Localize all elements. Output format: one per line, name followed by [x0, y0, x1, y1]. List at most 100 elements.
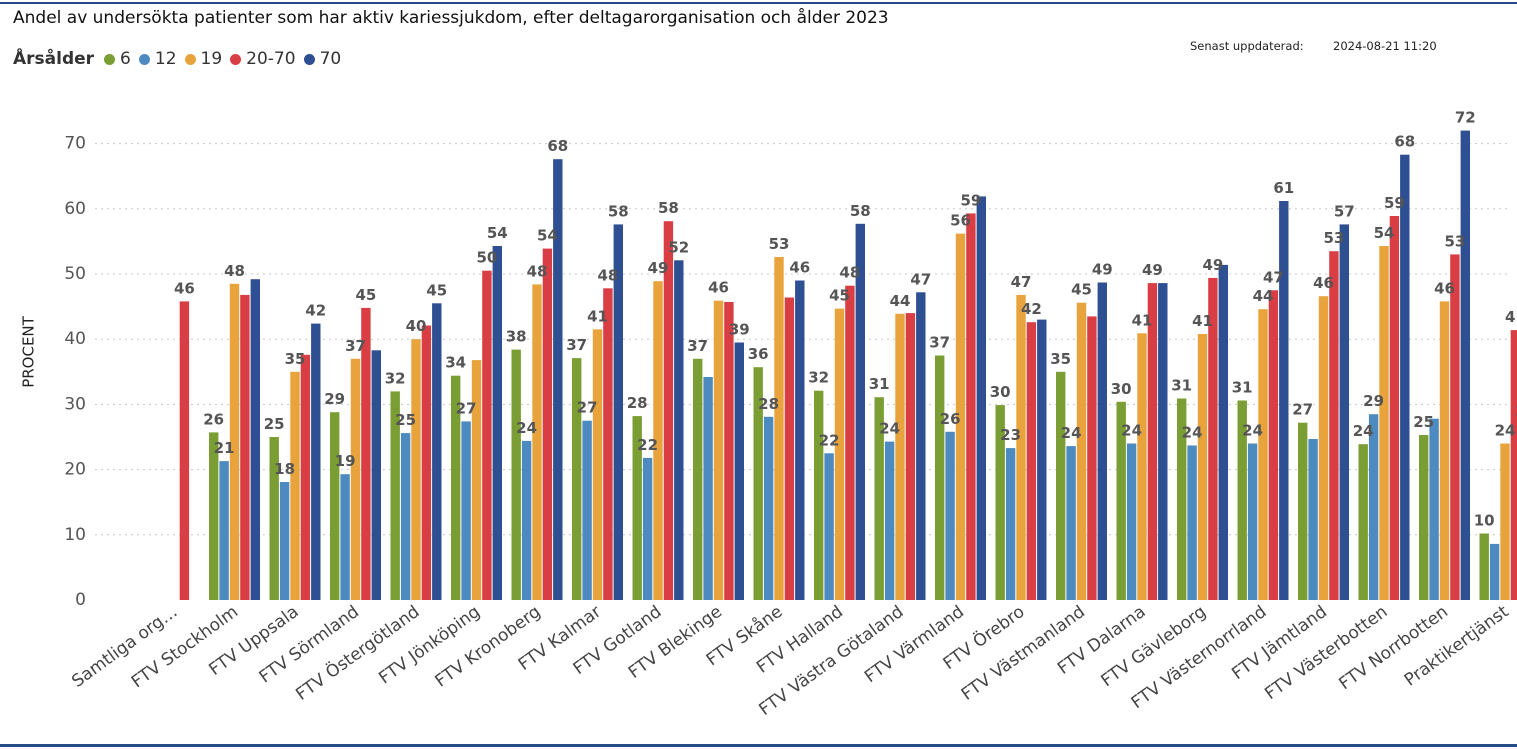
bar-19[interactable]	[532, 284, 542, 600]
bar-19[interactable]	[1258, 309, 1268, 600]
bar-12[interactable]	[1429, 418, 1439, 600]
bar-6[interactable]	[451, 375, 461, 600]
bar-70[interactable]	[311, 323, 321, 600]
bar-19[interactable]	[1500, 443, 1510, 601]
bar-19[interactable]	[1137, 333, 1147, 600]
bar-6[interactable]	[1177, 398, 1187, 601]
bar-70[interactable]	[1339, 224, 1349, 600]
bar-20-70[interactable]	[1087, 316, 1097, 600]
bar-12[interactable]	[1187, 445, 1197, 601]
bar-20-70[interactable]	[179, 301, 190, 600]
bar-6[interactable]	[1116, 401, 1126, 600]
bar-12[interactable]	[945, 431, 955, 600]
bar-6[interactable]	[209, 432, 219, 600]
bar-20-70[interactable]	[724, 302, 734, 600]
bar-70[interactable]	[976, 196, 986, 600]
bar-19[interactable]	[411, 339, 421, 600]
legend-item-19[interactable]: 19	[184, 49, 222, 69]
bar-19[interactable]	[834, 308, 845, 600]
bar-12[interactable]	[219, 461, 229, 600]
bar-6[interactable]	[511, 349, 521, 600]
bar-20-70[interactable]	[905, 313, 916, 600]
bar-6[interactable]	[693, 358, 703, 600]
bar-70[interactable]	[250, 279, 260, 600]
bar-12[interactable]	[340, 474, 350, 600]
bar-19[interactable]	[774, 257, 784, 600]
legend-item-12[interactable]: 12	[138, 49, 177, 69]
bar-19[interactable]	[895, 313, 905, 600]
bar-20-70[interactable]	[1510, 330, 1517, 600]
bar-12[interactable]	[279, 482, 290, 600]
bar-20-70[interactable]	[300, 354, 311, 600]
bar-12[interactable]	[1066, 446, 1076, 600]
bar-6[interactable]	[1419, 435, 1429, 600]
bar-19[interactable]	[1439, 301, 1450, 600]
bar-70[interactable]	[674, 260, 684, 600]
bar-20-70[interactable]	[1147, 283, 1158, 600]
bar-6[interactable]	[814, 390, 824, 600]
bar-12[interactable]	[884, 441, 895, 600]
bar-12[interactable]	[703, 377, 713, 600]
bar-20-70[interactable]	[966, 213, 976, 600]
bar-6[interactable]	[1358, 444, 1368, 600]
bar-70[interactable]	[1037, 319, 1047, 600]
bar-12[interactable]	[763, 416, 774, 600]
bar-12[interactable]	[400, 433, 411, 600]
bar-70[interactable]	[1279, 201, 1289, 600]
bar-19[interactable]	[1379, 246, 1389, 600]
bar-70[interactable]	[1218, 264, 1228, 600]
bar-19[interactable]	[955, 233, 966, 600]
bar-6[interactable]	[632, 416, 642, 600]
bar-6[interactable]	[572, 358, 582, 600]
bar-70[interactable]	[1097, 282, 1107, 601]
bar-70[interactable]	[795, 280, 805, 601]
bar-6[interactable]	[330, 412, 340, 600]
bar-20-70[interactable]	[421, 325, 432, 601]
bar-6[interactable]	[1298, 422, 1308, 600]
bar-20-70[interactable]	[1329, 251, 1339, 600]
bar-12[interactable]	[824, 453, 834, 600]
bar-20-70[interactable]	[542, 248, 553, 600]
bar-19[interactable]	[1197, 334, 1208, 600]
bar-70[interactable]	[613, 224, 623, 600]
bar-19[interactable]	[1318, 296, 1329, 600]
bar-20-70[interactable]	[240, 294, 250, 600]
bar-19[interactable]	[471, 360, 482, 600]
bar-70[interactable]	[1158, 283, 1168, 600]
bar-6[interactable]	[390, 391, 400, 600]
bar-6[interactable]	[269, 437, 279, 600]
bar-20-70[interactable]	[1450, 254, 1460, 600]
bar-20-70[interactable]	[1268, 290, 1279, 600]
bar-20-70[interactable]	[1389, 216, 1400, 600]
bar-70[interactable]	[553, 159, 563, 600]
bar-12[interactable]	[1368, 414, 1379, 600]
bar-12[interactable]	[1247, 443, 1258, 601]
bar-12[interactable]	[642, 457, 653, 600]
bar-6[interactable]	[1056, 371, 1066, 600]
bar-19[interactable]	[1076, 302, 1087, 600]
bar-12[interactable]	[1308, 439, 1318, 600]
bar-70[interactable]	[1400, 154, 1410, 600]
legend-item-6[interactable]: 6	[104, 49, 131, 69]
legend-item-20-70[interactable]: 20-70	[230, 49, 296, 69]
bar-12[interactable]	[461, 421, 471, 600]
bar-20-70[interactable]	[482, 270, 492, 600]
bar-70[interactable]	[371, 350, 381, 600]
bar-20-70[interactable]	[603, 288, 613, 600]
bar-19[interactable]	[592, 329, 603, 600]
bar-12[interactable]	[582, 420, 592, 600]
bar-20-70[interactable]	[1208, 277, 1218, 600]
bar-12[interactable]	[521, 440, 532, 600]
bar-19[interactable]	[713, 300, 724, 600]
bar-12[interactable]	[1005, 448, 1016, 600]
bar-20-70[interactable]	[845, 285, 855, 600]
bar-70[interactable]	[916, 292, 926, 600]
bar-19[interactable]	[229, 283, 240, 600]
bar-19[interactable]	[1016, 294, 1026, 600]
bar-20-70[interactable]	[663, 221, 674, 600]
bar-70[interactable]	[1460, 130, 1470, 600]
bar-20-70[interactable]	[361, 307, 371, 600]
bar-70[interactable]	[492, 246, 502, 600]
bar-70[interactable]	[432, 303, 442, 600]
bar-6[interactable]	[874, 397, 884, 600]
